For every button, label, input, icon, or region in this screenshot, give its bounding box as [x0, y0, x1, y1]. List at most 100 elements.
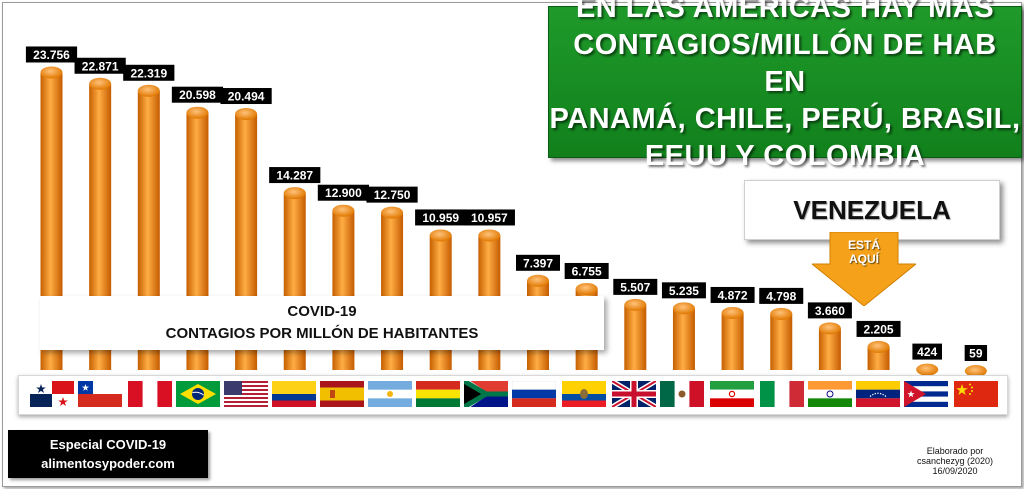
data-label-bg-argentina: [366, 186, 418, 203]
data-label-bg-italy: [759, 287, 804, 304]
headline-line-4: EEUU Y COLOMBIA: [644, 139, 926, 172]
argentina-flag: [368, 381, 412, 407]
data-label-bg-ecuador: [564, 262, 609, 279]
bar-cap-peru: [137, 84, 160, 97]
spain-flag: [320, 381, 364, 407]
bar-cap-argentina: [381, 206, 404, 219]
data-label-bg-spain: [317, 184, 369, 201]
data-label-usa: 20.494: [228, 90, 265, 104]
colombia-flag: [272, 381, 316, 407]
bar-italy: [770, 313, 793, 370]
bar-cap-iran: [721, 306, 744, 319]
data-label-bg-venezuela: [856, 320, 901, 337]
bar-cap-italy: [770, 307, 793, 320]
arrow-label-line-1: ESTÁ: [847, 238, 880, 252]
bar-uk: [624, 304, 647, 370]
data-label-mexico: 5.235: [669, 284, 699, 298]
chart-subtitle: COVID-19 CONTAGIOS POR MILLÓN DE HABITAN…: [40, 296, 604, 350]
brazil-flag: [176, 381, 220, 407]
bar-cap-brazil: [186, 106, 209, 119]
data-label-venezuela: 2.205: [864, 322, 894, 336]
bar-cap-cuba: [916, 363, 939, 376]
data-label-ecuador: 6.755: [572, 264, 602, 278]
bar-cap-china: [964, 365, 987, 377]
data-label-russia: 7.397: [523, 256, 553, 270]
uk-flag: [612, 381, 656, 407]
bar-iran: [721, 312, 744, 370]
data-label-bg-chile: [74, 57, 126, 74]
headline-box: EN LAS AMÉRICAS HAY MÁS CONTAGIOS/MILLÓN…: [548, 0, 1022, 172]
credit-line-1: Elaborado por: [926, 446, 984, 456]
credit-note: Elaborado por csanchezyg (2020) 16/09/20…: [900, 446, 1010, 476]
data-label-bg-china: [964, 345, 988, 361]
bar-cap-mexico: [672, 302, 695, 315]
brand-line-1: Especial COVID-19: [49, 437, 167, 452]
data-label-india: 3.660: [815, 304, 845, 318]
data-label-peru: 22.319: [130, 66, 167, 80]
data-label-panama: 23.756: [33, 48, 70, 62]
data-label-bolivia: 10.959: [422, 211, 459, 225]
data-label-italy: 4.798: [766, 289, 796, 303]
arrow-label-line-2: AQUÍ: [849, 252, 879, 266]
bar-india: [818, 328, 841, 370]
data-label-colombia: 14.287: [276, 169, 313, 183]
data-label-bg-colombia: [269, 167, 321, 184]
china-flag: [954, 381, 998, 407]
data-label-bg-brazil: [171, 86, 224, 103]
subtitle-line-1: COVID-19: [287, 303, 357, 320]
headline-line-2: CONTAGIOS/MILLÓN DE HAB EN: [573, 28, 997, 98]
venezuela-flag: [856, 381, 900, 407]
data-label-south-africa: 10.957: [471, 211, 508, 225]
bar-cap-colombia: [283, 187, 306, 200]
bar-cap-panama: [40, 66, 63, 79]
bar-mexico: [672, 308, 695, 370]
data-label-bg-south-africa: [463, 209, 515, 226]
cuba-flag: [904, 381, 948, 407]
data-label-bg-cuba: [912, 343, 942, 360]
ecuador-flag: [562, 381, 606, 407]
south-africa-flag: [464, 381, 508, 407]
bar-cap-india: [818, 322, 841, 335]
iran-flag: [710, 381, 754, 407]
usa-flag: [224, 381, 268, 407]
data-label-argentina: 12.750: [374, 188, 411, 202]
data-label-bg-india: [807, 302, 852, 319]
data-label-bg-iran: [710, 286, 755, 303]
bar-cap-russia: [527, 274, 549, 287]
bar-cap-venezuela: [867, 340, 890, 353]
peru-flag: [128, 381, 172, 407]
brand-site: alimentosypoder.com: [41, 456, 175, 471]
data-label-spain: 12.900: [325, 186, 362, 200]
credit-line-2: csanchezyg (2020): [916, 456, 994, 466]
bar-venezuela: [867, 346, 890, 370]
mexico-flag: [660, 381, 704, 407]
data-label-bg-peru: [123, 64, 175, 81]
bar-panama: [40, 72, 63, 371]
chile-flag: [78, 381, 122, 407]
bolivia-flag: [416, 381, 460, 407]
bar-cap-south-africa: [478, 229, 501, 242]
data-label-china: 59: [969, 347, 983, 361]
data-label-cuba: 424: [917, 345, 937, 359]
data-label-bg-uk: [613, 278, 658, 295]
india-flag: [808, 381, 852, 407]
data-label-bg-bolivia: [415, 209, 467, 226]
bar-cap-usa: [235, 108, 258, 121]
bar-cap-bolivia: [429, 229, 452, 242]
bar-cap-chile: [89, 77, 112, 90]
brand-box: Especial COVID-19 alimentosypoder.com: [8, 430, 208, 478]
headline-line-3: PANAMÁ, CHILE, PERÚ, BRASIL,: [549, 102, 1021, 135]
data-label-brazil: 20.598: [179, 88, 216, 102]
bar-cap-uk: [624, 298, 647, 311]
data-label-bg-usa: [220, 88, 272, 105]
arrow-label: ESTÁ AQUÍ: [826, 238, 902, 266]
bar-cap-ecuador: [575, 282, 598, 295]
down-arrow-icon: [812, 232, 916, 306]
russia-flag: [512, 381, 556, 407]
panama-flag: [30, 381, 74, 407]
data-label-bg-russia: [516, 254, 560, 271]
data-label-iran: 4.872: [718, 288, 748, 302]
italy-flag: [760, 381, 804, 407]
venezuela-callout: VENEZUELA: [744, 180, 1000, 240]
data-label-bg-mexico: [661, 282, 706, 299]
